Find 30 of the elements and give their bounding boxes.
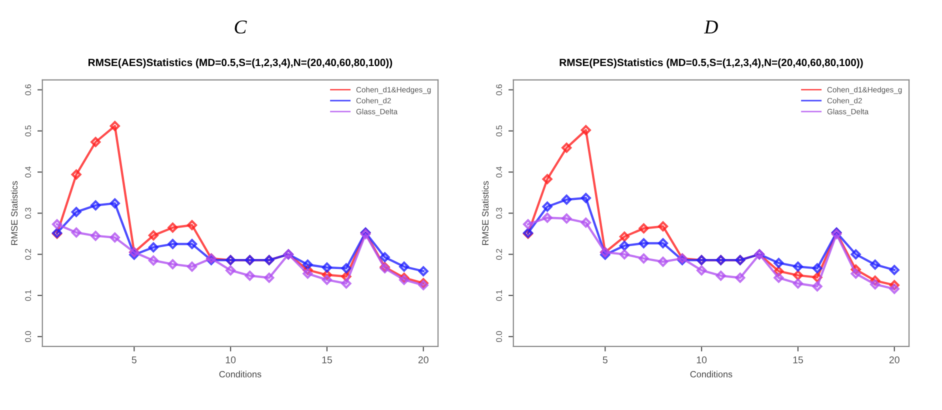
chart-title: RMSE(PES)Statistics (MD=0.5,S=(1,2,3,4),N=(20,40,60,80,100)) bbox=[560, 58, 863, 68]
x-tick-label: 10 bbox=[226, 356, 236, 364]
y-tick-label: 0.5 bbox=[496, 126, 502, 136]
y-tick-label: 0.4 bbox=[25, 166, 32, 178]
x-tick-label: 5 bbox=[132, 356, 136, 364]
y-tick-label: 0.6 bbox=[496, 84, 502, 96]
text: C bbox=[234, 20, 247, 34]
x-tick-label: 15 bbox=[793, 356, 803, 364]
y-tick-label: 0.5 bbox=[25, 126, 32, 136]
y-tick-label: 0.6 bbox=[25, 84, 32, 96]
y-axis-title: RMSE Statistics bbox=[482, 181, 489, 245]
y-tick-label: 0.3 bbox=[25, 208, 32, 219]
y-tick-label: 0.2 bbox=[496, 248, 502, 260]
text: D bbox=[704, 20, 718, 34]
y-tick-label: 0.1 bbox=[25, 290, 32, 301]
x-axis-title: Conditions bbox=[690, 370, 732, 378]
chart-title: RMSE(AES)Statistics (MD=0.5,S=(1,2,3,4),N=(20,40,60,80,100)) bbox=[88, 58, 392, 68]
x-tick-label: 10 bbox=[696, 356, 707, 364]
x-tick-label: 20 bbox=[418, 356, 428, 364]
y-tick-label: 0.0 bbox=[496, 331, 502, 342]
x-tick-label: 5 bbox=[602, 356, 608, 364]
y-tick-label: 0.1 bbox=[496, 290, 502, 301]
y-axis-title: RMSE Statistics bbox=[10, 181, 18, 245]
x-tick-label: 20 bbox=[889, 356, 900, 364]
y-tick-label: 0.4 bbox=[496, 166, 502, 178]
x-tick-label: 15 bbox=[322, 356, 332, 364]
x-axis-title: Conditions bbox=[219, 370, 262, 378]
y-tick-label: 0.3 bbox=[496, 208, 502, 219]
y-tick-label: 0.2 bbox=[25, 248, 32, 260]
y-tick-label: 0.0 bbox=[25, 331, 32, 342]
